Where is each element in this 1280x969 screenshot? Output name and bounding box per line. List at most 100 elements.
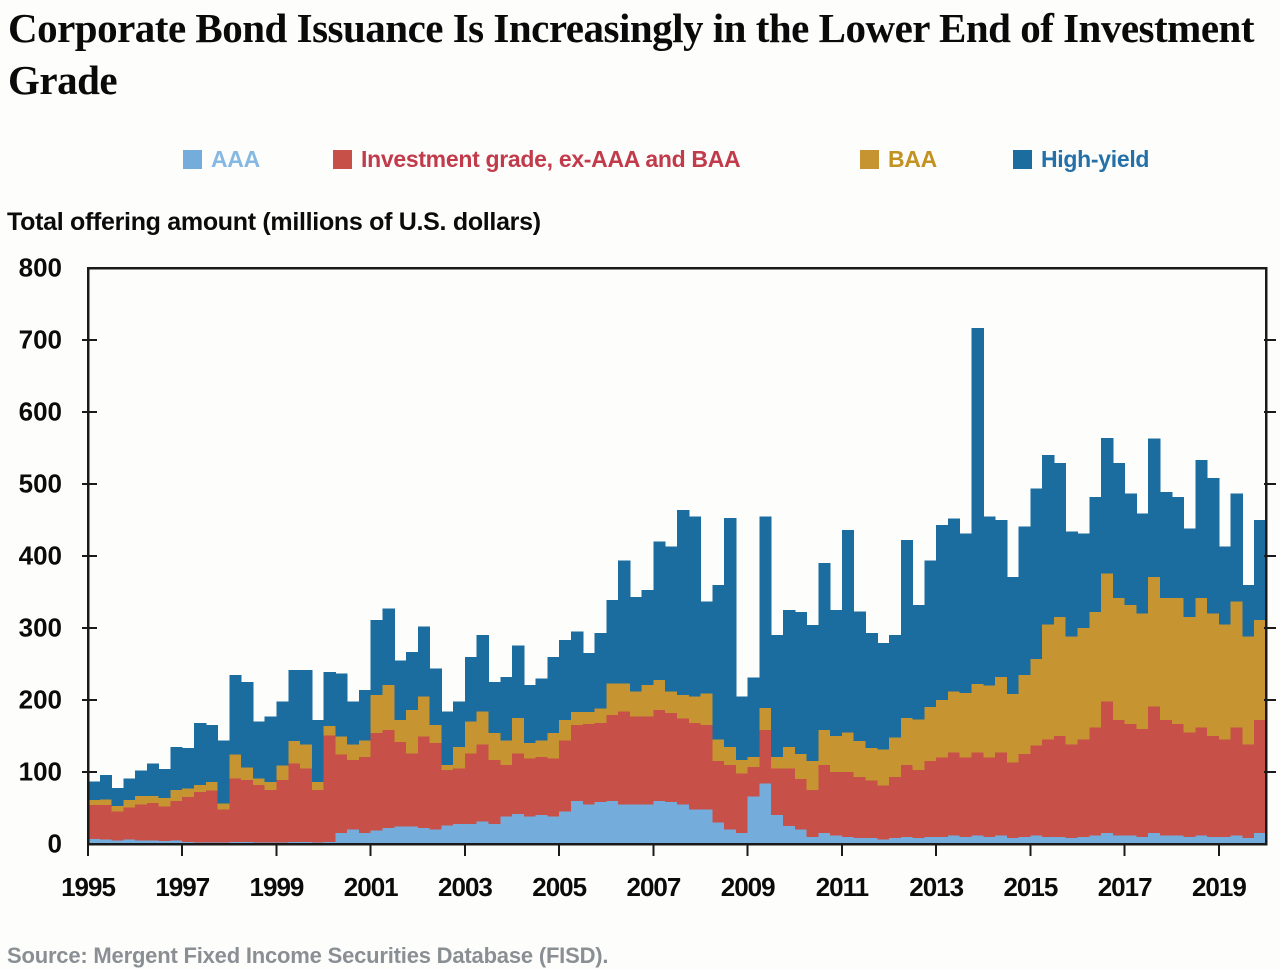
bar-segment-2000Q4-aaa xyxy=(358,833,372,844)
bar-segment-2001Q3-high-yield xyxy=(394,660,407,721)
bar-segment-2009Q4-baa xyxy=(783,746,796,769)
bar-segment-2013Q3-high-yield xyxy=(959,533,972,693)
bar-segment-2010Q3-baa xyxy=(818,730,831,765)
x-axis-label-2003: 2003 xyxy=(438,872,493,902)
bar-segment-1999Q4-investment-grade xyxy=(311,790,325,843)
bar-segment-2005Q3-investment-grade xyxy=(582,723,596,805)
bar-segment-2004Q1-baa xyxy=(512,718,525,754)
bar-segment-2002Q4-baa xyxy=(453,746,466,769)
bar-segment-2014Q1-investment-grade xyxy=(983,757,996,837)
bar-segment-2006Q3-high-yield xyxy=(629,597,643,692)
y-axis-label-200: 200 xyxy=(18,684,62,715)
y-axis-label-400: 400 xyxy=(18,540,62,571)
bar-segment-1996Q3-investment-grade xyxy=(158,806,171,842)
bar-segment-2009Q1-baa xyxy=(747,756,760,767)
bar-segment-2011Q4-baa xyxy=(877,749,890,786)
bar-segment-2008Q2-investment-grade xyxy=(712,761,725,823)
bar-segment-2004Q4-high-yield xyxy=(547,656,560,734)
bar-segment-2002Q3-investment-grade xyxy=(441,769,454,826)
bar-segment-2006Q4-baa xyxy=(641,684,654,717)
bar-segment-1996Q4-investment-grade xyxy=(170,800,183,841)
bar-segment-2019Q2-investment-grade xyxy=(1230,727,1243,836)
y-axis-label-300: 300 xyxy=(18,612,62,643)
bar-segment-2015Q3-baa xyxy=(1053,617,1067,736)
bar-segment-2003Q2-investment-grade xyxy=(476,744,490,822)
bar-segment-1997Q2-high-yield xyxy=(194,723,207,785)
bar-segment-2004Q4-aaa xyxy=(547,816,560,844)
bar-segment-2006Q1-baa xyxy=(606,683,619,716)
bar-segment-1996Q4-aaa xyxy=(170,840,183,844)
bar-segment-2003Q1-investment-grade xyxy=(464,753,478,824)
bar-segment-2014Q4-aaa xyxy=(1018,836,1031,844)
bar-segment-2002Q1-baa xyxy=(417,696,431,737)
bar-segment-2017Q1-baa xyxy=(1124,604,1137,724)
bar-segment-2001Q4-high-yield xyxy=(406,651,419,711)
bar-segment-2015Q2-high-yield xyxy=(1042,455,1055,625)
bar-segment-2008Q1-baa xyxy=(700,693,713,726)
x-axis-label-2019: 2019 xyxy=(1191,872,1247,902)
bar-segment-2019Q4-investment-grade xyxy=(1254,720,1267,834)
bar-segment-2010Q1-aaa xyxy=(794,829,808,844)
bar-segment-2012Q1-aaa xyxy=(889,838,902,844)
bar-segment-2018Q2-baa xyxy=(1183,617,1196,733)
bar-segment-2013Q1-investment-grade xyxy=(936,757,949,837)
bar-segment-2015Q3-high-yield xyxy=(1053,463,1067,618)
bar-segment-1996Q1-investment-grade xyxy=(135,804,148,841)
bar-segment-2004Q3-high-yield xyxy=(535,678,548,741)
bar-segment-2015Q3-investment-grade xyxy=(1053,736,1067,837)
bar-segment-1997Q3-high-yield xyxy=(205,725,219,783)
bar-segment-2011Q4-investment-grade xyxy=(877,785,890,840)
bar-segment-2012Q2-investment-grade xyxy=(900,764,914,837)
bar-segment-2014Q3-baa xyxy=(1006,694,1020,763)
bar-segment-2013Q3-aaa xyxy=(959,836,972,844)
bar-segment-2000Q2-aaa xyxy=(335,833,348,844)
bar-segment-2013Q1-high-yield xyxy=(936,525,949,700)
bar-segment-2000Q3-aaa xyxy=(347,829,360,844)
bar-segment-2011Q1-baa xyxy=(841,732,855,772)
bar-segment-2008Q2-baa xyxy=(712,739,725,762)
bar-segment-2002Q4-high-yield xyxy=(453,701,466,747)
bar-segment-1999Q2-high-yield xyxy=(288,669,301,742)
bar-segment-1995Q3-investment-grade xyxy=(111,811,124,841)
bar-segment-2011Q3-high-yield xyxy=(865,633,878,749)
bar-segment-2008Q1-high-yield xyxy=(700,601,713,694)
bar-segment-1996Q2-aaa xyxy=(146,840,160,844)
bar-segment-2003Q4-baa xyxy=(500,740,513,765)
bar-segment-2011Q4-aaa xyxy=(877,839,890,844)
bar-segment-2019Q2-baa xyxy=(1230,601,1243,728)
bar-segment-1998Q4-investment-grade xyxy=(264,790,277,843)
bar-segment-2018Q3-high-yield xyxy=(1195,460,1208,598)
bar-segment-1997Q3-investment-grade xyxy=(205,790,219,843)
bar-segment-2013Q2-investment-grade xyxy=(947,752,961,836)
bar-segment-1998Q2-investment-grade xyxy=(241,779,254,842)
bar-segment-1998Q4-high-yield xyxy=(264,716,277,783)
bar-segment-1997Q3-baa xyxy=(205,782,219,791)
bar-segment-2011Q2-aaa xyxy=(853,838,866,844)
bar-segment-2010Q4-high-yield xyxy=(830,610,843,736)
bar-segment-2005Q2-investment-grade xyxy=(570,725,584,801)
bar-segment-1996Q1-baa xyxy=(135,795,148,805)
bar-segment-2017Q2-aaa xyxy=(1136,836,1149,844)
bar-segment-2012Q4-high-yield xyxy=(924,560,937,708)
bar-segment-2001Q2-high-yield xyxy=(382,608,395,685)
bar-segment-2002Q1-high-yield xyxy=(417,626,431,697)
bar-segment-2000Q1-investment-grade xyxy=(323,735,336,842)
bar-segment-2008Q3-high-yield xyxy=(724,517,737,747)
bar-segment-2006Q3-investment-grade xyxy=(629,716,643,805)
bar-segment-1996Q2-baa xyxy=(146,795,160,803)
bar-segment-2019Q4-baa xyxy=(1254,620,1267,721)
bar-segment-2019Q3-aaa xyxy=(1242,838,1255,844)
bar-segment-2013Q1-baa xyxy=(936,700,949,758)
bar-segment-2009Q1-aaa xyxy=(747,796,760,844)
bar-segment-2019Q1-aaa xyxy=(1218,836,1232,844)
bar-segment-2009Q2-investment-grade xyxy=(759,730,772,784)
bar-segment-1999Q4-high-yield xyxy=(311,720,325,783)
bar-segment-1996Q3-baa xyxy=(158,797,171,807)
bar-segment-2019Q1-investment-grade xyxy=(1218,739,1232,837)
bar-segment-2006Q4-investment-grade xyxy=(641,716,654,805)
bar-segment-2011Q1-high-yield xyxy=(841,530,855,733)
bar-segment-1999Q3-high-yield xyxy=(300,669,313,745)
bar-segment-2014Q3-aaa xyxy=(1006,838,1020,844)
bar-segment-2004Q3-investment-grade xyxy=(535,756,548,816)
bar-segment-1998Q3-high-yield xyxy=(252,721,266,779)
